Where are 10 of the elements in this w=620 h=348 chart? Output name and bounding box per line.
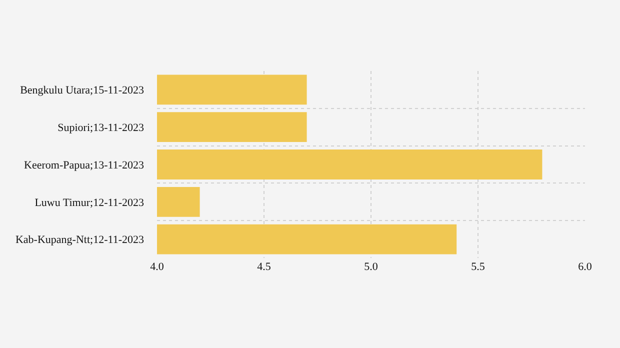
x-tick-label: 5.0 (364, 261, 378, 273)
y-tick-label: Kab-Kupang-Ntt;12-11-2023 (15, 234, 144, 246)
y-tick-label: Keerom-Papua;13-11-2023 (24, 159, 144, 172)
x-tick-label: 5.5 (471, 261, 486, 273)
y-tick-label: Luwu Timur;12-11-2023 (34, 196, 144, 209)
y-tick-label: Supiori;13-11-2023 (58, 122, 144, 134)
y-tick-label: Bengkulu Utara;15-11-2023 (20, 84, 144, 97)
x-tick-label: 4.0 (150, 261, 164, 273)
x-tick-label: 4.5 (257, 261, 272, 273)
x-tick-label: 6.0 (578, 261, 592, 273)
